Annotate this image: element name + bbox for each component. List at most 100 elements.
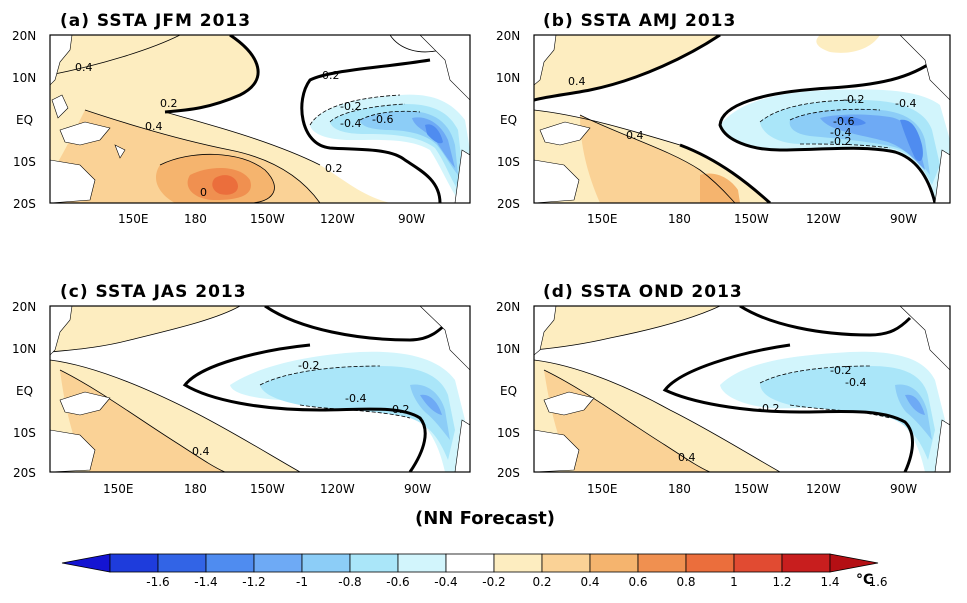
- colorbar-swatch: [493, 553, 543, 573]
- contour-label: 0.4: [678, 451, 696, 464]
- lat-label: 10N: [12, 71, 36, 85]
- lat-label: EQ: [16, 384, 33, 398]
- lon-label: 150W: [734, 212, 769, 226]
- panel-b-map: 0.4 0.4 -0.2 -0.4 -0.2 -0.6 -0.4: [534, 35, 950, 203]
- lon-label: 150E: [118, 212, 149, 226]
- lon-label: 180: [668, 212, 691, 226]
- panel-d: (d) SSTA OND 2013: [496, 282, 951, 496]
- lon-label: 120W: [806, 482, 841, 496]
- lat-label: 10S: [13, 426, 36, 440]
- panel-c-lon-axis: 150E 180 150W 120W 90W: [103, 482, 431, 496]
- contour-label: 0.4: [75, 61, 93, 74]
- colorbar-swatch: [733, 553, 783, 573]
- lon-label: 150W: [250, 482, 285, 496]
- lat-label: 20S: [13, 197, 36, 211]
- contour-label: -0.2: [830, 135, 851, 148]
- lat-label: 20N: [12, 300, 36, 314]
- lon-label: 90W: [890, 212, 917, 226]
- panel-d-title: (d) SSTA OND 2013: [543, 282, 743, 302]
- lat-label: 10N: [496, 342, 520, 356]
- colorbar-swatch: [445, 553, 495, 573]
- panel-c-lat-axis: 20N 10N EQ 10S 20S: [12, 300, 36, 480]
- colorbar-swatch: [109, 553, 159, 573]
- lon-label: 120W: [320, 212, 355, 226]
- colorbar-swatch: [589, 553, 639, 573]
- contour-label: -0.2: [298, 359, 319, 372]
- contour-label: 0.2: [325, 162, 343, 175]
- colorbar-tick-label: 1: [730, 575, 738, 589]
- colorbar-min-arrow: [61, 553, 111, 573]
- panel-a-map: 0.4 0.2 0.4 -0.2 -0.4 -0.6 0.2 0.2 0: [50, 35, 470, 203]
- lat-label: EQ: [16, 113, 33, 127]
- panel-d-lon-axis: 150E 180 150W 120W 90W: [587, 482, 917, 496]
- contour-label: -0.2: [388, 403, 409, 416]
- contour-label: 0.2: [322, 69, 340, 82]
- lat-label: 20N: [496, 300, 520, 314]
- colorbar-tick-label: -1.4: [194, 575, 217, 589]
- lon-label: 180: [184, 482, 207, 496]
- lon-label: 150W: [250, 212, 285, 226]
- contour-label: 0: [200, 186, 207, 199]
- lat-label: 10N: [496, 71, 520, 85]
- contour-label: -0.2: [758, 402, 779, 415]
- lat-label: 10S: [13, 155, 36, 169]
- contour-label: -0.4: [830, 126, 851, 139]
- contour-label: 0.4: [145, 120, 163, 133]
- panel-b-lat-axis: 20N 10N EQ 10S 20S: [496, 29, 520, 211]
- colorbar-swatch: [397, 553, 447, 573]
- colorbar-max-arrow: [829, 553, 879, 573]
- colorbar-swatch: [685, 553, 735, 573]
- lon-label: 180: [668, 482, 691, 496]
- lon-label: 120W: [320, 482, 355, 496]
- contour-label: -0.4: [895, 97, 916, 110]
- colorbar-tick-label: 0.2: [532, 575, 551, 589]
- panel-c-map: -0.2 -0.4 -0.2 0.4: [50, 306, 470, 472]
- contour-label: -0.2: [830, 364, 851, 377]
- contour-label: -0.6: [833, 115, 854, 128]
- lat-label: 20S: [497, 466, 520, 480]
- lat-label: 20N: [12, 29, 36, 43]
- contour-label: -0.2: [340, 100, 361, 113]
- colorbar-unit: °C: [856, 572, 873, 588]
- panel-a-lat-axis: 20N 10N EQ 10S 20S: [12, 29, 36, 211]
- colorbar-swatch: [157, 553, 207, 573]
- colorbar-swatch: [541, 553, 591, 573]
- colorbar-tick-label: -1: [296, 575, 308, 589]
- contour-label: -0.4: [845, 376, 866, 389]
- contour-label: 0.2: [160, 97, 178, 110]
- lon-label: 90W: [398, 212, 425, 226]
- panel-c-title: (c) SSTA JAS 2013: [60, 282, 247, 302]
- lat-label: 20S: [13, 466, 36, 480]
- panel-b-title: (b) SSTA AMJ 2013: [543, 11, 736, 31]
- figure-caption: (NN Forecast): [415, 508, 555, 529]
- lat-label: 20N: [496, 29, 520, 43]
- colorbar-tick-label: 1.4: [820, 575, 839, 589]
- colorbar-tick-label: 0.8: [676, 575, 695, 589]
- panel-a: (a) SSTA JFM 2013: [12, 11, 471, 226]
- colorbar-tick-label: -1.6: [146, 575, 169, 589]
- contour-label: 0.4: [626, 129, 644, 142]
- colorbar-tick-label: -0.6: [386, 575, 409, 589]
- colorbar-tick-label: 0.6: [628, 575, 647, 589]
- panel-d-map: -0.2 -0.4 -0.2 0.4: [534, 306, 950, 472]
- colorbar-tick-label: -0.8: [338, 575, 361, 589]
- panel-a-lon-axis: 150E 180 150W 120W 90W: [118, 212, 425, 226]
- lon-label: 150E: [103, 482, 134, 496]
- contour-label: 0.4: [568, 75, 586, 88]
- lat-label: EQ: [500, 113, 517, 127]
- colorbar-swatch: [253, 553, 303, 573]
- lon-label: 120W: [806, 212, 841, 226]
- colorbar-tick-label: 1.2: [772, 575, 791, 589]
- lon-label: 150E: [587, 212, 618, 226]
- panel-b: (b) SSTA AMJ 2013: [496, 11, 951, 226]
- lon-label: 150E: [587, 482, 618, 496]
- panel-d-lat-axis: 20N 10N EQ 10S 20S: [496, 300, 520, 480]
- colorbar-swatch: [349, 553, 399, 573]
- colorbar-tick-label: -1.2: [242, 575, 265, 589]
- lon-label: 180: [184, 212, 207, 226]
- colorbar-swatch: [637, 553, 687, 573]
- lat-label: 10S: [497, 155, 520, 169]
- colorbar-swatch: [205, 553, 255, 573]
- lon-label: 90W: [404, 482, 431, 496]
- contour-label: -0.6: [372, 113, 393, 126]
